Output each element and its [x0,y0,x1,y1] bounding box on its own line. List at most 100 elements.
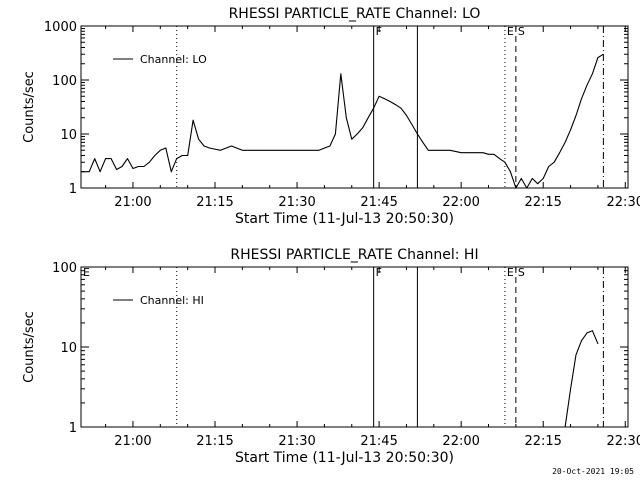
lo-data-point [231,145,232,147]
lo-series-line-0 [81,53,604,189]
lo-data-point [395,104,396,106]
hi-data-point [597,343,599,345]
lo-y-tick-label-1000: 1000 [44,20,77,35]
lo-data-point [203,145,205,147]
lo-data-point [362,127,364,129]
lo-x-axis-label: Start Time (11-Jul-13 20:50:30) [235,211,454,227]
lo-data-point [378,95,380,97]
lo-data-point [581,98,582,100]
lo-y-tick-label-1: 1 [69,182,77,197]
hi-x-tick-label-22-30: 22:30 [607,434,640,449]
lo-data-point [154,155,156,156]
hi-marker-label-f: F [376,266,382,279]
lo-data-point [575,115,577,116]
lo-data-point [329,145,331,147]
lo-data-point [285,149,287,151]
hi-x-tick-label-22-00: 22:00 [442,434,479,449]
lo-data-point [488,153,489,155]
lo-y-axis-label: Counts/sec [22,71,37,143]
lo-data-point [121,166,123,167]
lo-plot-frame [80,25,629,189]
lo-data-point [356,133,358,135]
lo-data-point [389,101,391,102]
lo-data-point [570,129,571,131]
lo-data-point [94,158,96,160]
lo-data-point [509,171,511,173]
lo-data-point [586,84,588,86]
hi-legend-label: Channel: HI [140,294,204,307]
lo-data-point [105,158,107,160]
hi-chart-title: RHESSI PARTICLE_RATE Channel: HI [230,247,478,263]
lo-data-point [318,149,320,151]
lo-data-point [482,152,484,154]
lo-data-point [542,178,544,179]
hi-x-tick-label-21-30: 21:30 [278,434,315,449]
hi-x-axis-label: Start Time (11-Jul-13 20:50:30) [235,450,454,466]
lo-legend-label: Channel: LO [140,53,207,66]
lo-data-point [406,115,407,116]
hi-data-point [592,330,593,332]
lo-data-point [515,187,517,189]
hi-plot-frame [80,266,629,428]
lo-data-point [110,158,112,160]
lo-data-point [170,171,172,173]
lo-data-point [602,53,604,55]
lo-data-point [176,158,178,160]
lo-data-point [373,107,375,109]
lo-chart-title: RHESSI PARTICLE_RATE Channel: LO [229,6,481,22]
lo-x-tick-label-22-30: 22:30 [607,195,640,210]
lo-data-point [99,171,101,173]
lo-data-point [499,158,500,160]
lo-data-point [597,57,599,58]
lo-data-point [537,183,539,185]
hi-data-point [586,332,588,334]
lo-data-point [526,187,528,189]
lo-data-point [531,178,533,179]
lo-data-point [127,158,128,160]
lo-data-point [198,138,200,140]
lo-data-point [138,166,139,167]
lo-data-point [351,138,353,140]
lo-data-point [548,166,550,167]
lo-marker-label-f: F [376,25,382,38]
lo-data-point [296,149,298,151]
lo-data-point [181,155,183,156]
lo-data-point [520,178,522,179]
lo-data-point [449,149,451,151]
hi-y-tick-label-100: 100 [52,261,77,276]
hi-data-point [570,388,571,390]
lo-data-point [400,107,402,109]
hi-marker-label-s: S [518,266,525,279]
lo-x-tick-label-21-30: 21:30 [278,195,315,210]
lo-data-point [274,149,276,151]
lo-data-point [493,153,495,155]
lo-y-tick-label-100: 100 [52,74,77,89]
hi-x-tick-label-21-45: 21:45 [360,434,397,449]
hi-y-axis-label: Counts/sec [22,311,37,383]
lo-data-point [592,73,593,75]
lo-marker-label-s: S [518,25,525,38]
hi-data-point [575,354,577,356]
hi-data-point [564,426,566,428]
hi-x-tick-label-21-00: 21:00 [114,434,151,449]
lo-data-point [88,171,90,173]
lo-data-point [116,169,117,170]
lo-data-point [220,149,221,151]
lo-data-point [384,98,385,100]
lo-data-point [427,149,429,151]
lo-data-point [422,141,424,143]
lo-data-point [241,149,243,151]
lo-data-point [187,155,189,156]
lo-data-point [192,119,194,121]
plot-timestamp: 20-Oct-2021 19:05 [552,467,634,476]
lo-y-tick-label-10: 10 [60,128,77,143]
lo-data-point [143,166,145,167]
lo-data-point [165,147,167,149]
lo-data-point [263,149,265,151]
hi-y-tick-label-1: 1 [69,421,77,436]
lo-data-point [209,147,210,149]
lo-data-point [148,161,150,163]
lo-x-tick-label-22-15: 22:15 [524,195,561,210]
hi-marker-label-e: E [507,266,514,279]
